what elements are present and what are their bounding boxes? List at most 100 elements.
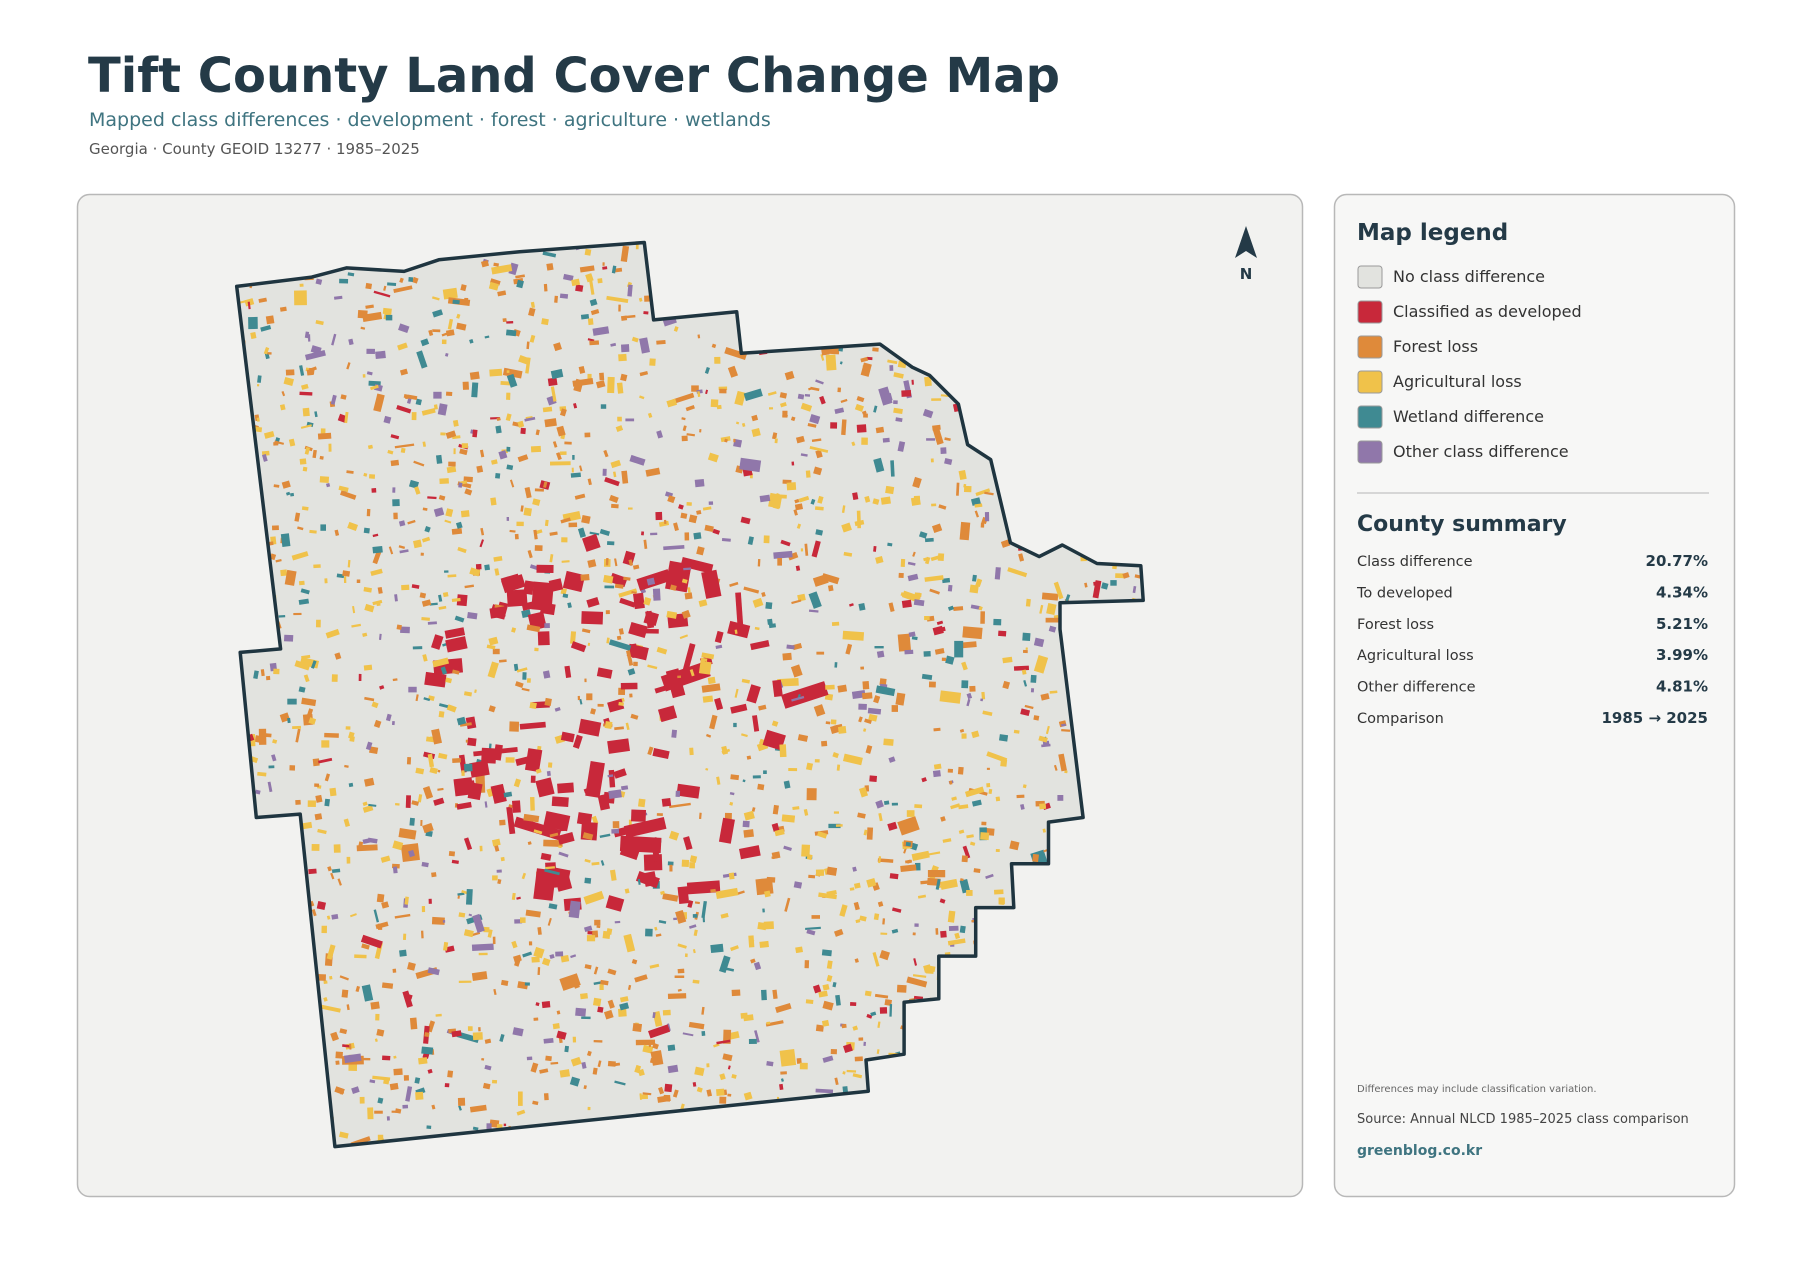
land-patch xyxy=(420,552,424,556)
land-patch xyxy=(298,598,310,605)
land-patch xyxy=(366,348,376,355)
land-patch xyxy=(887,359,898,365)
land-patch xyxy=(822,983,830,991)
land-patch xyxy=(1009,840,1020,851)
land-patch xyxy=(457,1097,466,1106)
land-patch xyxy=(547,377,558,387)
summary: Class difference 20.77%To developed 4.34%F… xyxy=(1356,552,1708,727)
land-patch xyxy=(883,738,894,746)
land-patch xyxy=(375,350,386,360)
land-patch xyxy=(652,1042,659,1050)
land-patch xyxy=(570,631,577,644)
land-patch xyxy=(667,1064,679,1074)
land-patch xyxy=(460,510,470,518)
land-patch xyxy=(646,577,656,586)
land-patch xyxy=(491,459,498,465)
land-patch xyxy=(944,457,953,465)
legend-swatch xyxy=(1357,335,1383,359)
land-patch xyxy=(958,470,967,481)
land-patch xyxy=(791,695,805,702)
land-patch xyxy=(370,568,383,577)
land-patch xyxy=(299,365,305,376)
land-patch xyxy=(432,309,444,318)
land-patch xyxy=(882,918,886,925)
land-patch xyxy=(940,447,947,454)
land-patch xyxy=(407,962,416,971)
land-patch xyxy=(548,812,565,826)
land-patch xyxy=(1122,572,1130,579)
land-patch xyxy=(372,599,383,606)
land-patch xyxy=(1030,688,1035,693)
land-patch xyxy=(607,376,615,394)
land-patch xyxy=(1039,803,1047,810)
land-patch xyxy=(620,315,628,321)
land-patch xyxy=(681,578,688,584)
land-patch xyxy=(433,797,445,806)
land-patch xyxy=(827,584,834,592)
land-patch xyxy=(304,350,326,361)
land-patch xyxy=(628,621,648,639)
land-patch xyxy=(667,1044,676,1051)
land-patch xyxy=(972,574,977,582)
land-patch xyxy=(603,1009,614,1020)
land-patch xyxy=(411,584,420,589)
land-patch xyxy=(819,395,826,405)
land-patch xyxy=(488,705,496,713)
land-patch xyxy=(929,588,940,595)
meta: Georgia · County GEOID 13277 · 1985–2025 xyxy=(89,140,420,158)
land-patch xyxy=(371,701,379,709)
land-patch xyxy=(584,248,592,256)
land-patch xyxy=(405,993,413,1000)
land-patch xyxy=(692,914,698,918)
land-patch xyxy=(378,633,382,640)
legend-swatch xyxy=(1357,265,1383,289)
land-patch xyxy=(479,539,485,548)
land-patch xyxy=(752,597,764,608)
land-patch xyxy=(533,829,543,835)
land-patch xyxy=(442,591,449,598)
land-patch xyxy=(385,713,392,722)
land-patch xyxy=(961,855,969,863)
land-patch xyxy=(376,893,385,903)
land-patch xyxy=(428,329,434,337)
land-patch xyxy=(527,550,533,559)
land-patch xyxy=(456,322,467,331)
land-patch xyxy=(506,446,511,452)
land-patch xyxy=(1000,539,1011,548)
land-patch xyxy=(559,973,581,991)
land-patch xyxy=(452,299,460,305)
land-patch xyxy=(743,586,760,594)
land-patch xyxy=(383,415,392,424)
land-patch xyxy=(911,636,918,641)
land-patch xyxy=(396,404,412,414)
land-patch xyxy=(368,803,377,807)
land-patch xyxy=(572,1036,577,1043)
land-patch xyxy=(413,539,422,549)
land-patch xyxy=(905,859,913,864)
land-patch xyxy=(707,452,719,463)
land-patch xyxy=(591,861,600,866)
land-patch xyxy=(1040,693,1050,701)
land-patch xyxy=(519,721,546,730)
land-patch xyxy=(921,673,933,681)
land-patch xyxy=(724,438,728,443)
land-patch xyxy=(637,798,646,808)
land-patch xyxy=(260,669,265,677)
legend-label: No class difference xyxy=(1393,267,1545,286)
land-patch xyxy=(294,512,301,522)
land-patch xyxy=(864,718,872,724)
land-patch xyxy=(825,721,831,725)
land-patch xyxy=(853,901,860,911)
land-patch xyxy=(514,958,521,967)
legend-title: Map legend xyxy=(1357,220,1508,246)
land-patch xyxy=(395,1108,402,1114)
land-patch xyxy=(494,568,500,576)
land-patch xyxy=(702,695,714,703)
land-patch xyxy=(804,960,810,969)
land-patch xyxy=(603,574,614,584)
land-patch xyxy=(304,446,311,455)
land-patch xyxy=(889,365,894,371)
land-patch xyxy=(617,1008,627,1017)
land-patch xyxy=(860,356,869,363)
land-patch xyxy=(663,519,667,524)
